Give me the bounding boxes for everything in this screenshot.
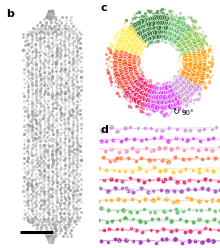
Text: d: d (100, 125, 108, 135)
Text: 90°: 90° (181, 110, 194, 117)
Text: ↻: ↻ (173, 107, 180, 117)
Text: b: b (6, 9, 14, 19)
Text: c: c (100, 3, 107, 13)
